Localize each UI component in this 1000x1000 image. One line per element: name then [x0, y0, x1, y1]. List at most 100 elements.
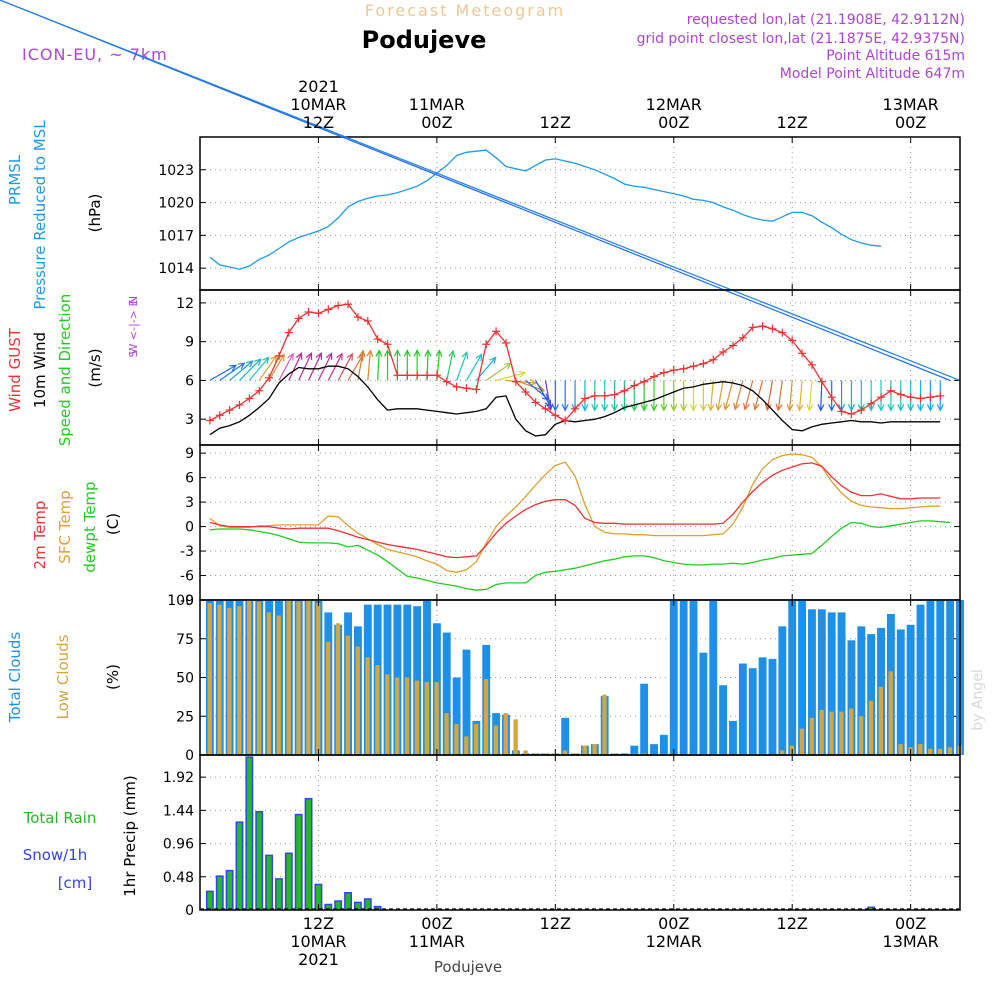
gust-marker	[896, 390, 905, 399]
precip-bar	[217, 876, 223, 910]
wind-arrow-head	[591, 404, 599, 412]
bottom-time-label: 12Z	[540, 914, 571, 933]
wind-arrow-shaft	[357, 350, 364, 381]
gust-marker	[353, 313, 362, 322]
wind-arrow	[219, 362, 246, 381]
bottom-time-label: 10MAR	[290, 932, 346, 951]
wind-arrow	[446, 349, 456, 381]
pressure-label-2: Pressure Reduced to MSL	[31, 120, 49, 310]
gust-marker	[719, 348, 728, 356]
axes-layer: 1014 1017 1020 1023 PRMSL Pressure Reduced to…	[0, 0, 964, 969]
total-cloud-bar	[946, 600, 955, 755]
compass-icon: NW <-|-> ES	[127, 296, 140, 358]
gust-marker	[255, 386, 264, 395]
y-tick-label: 1023	[158, 163, 194, 179]
gust-marker	[610, 390, 619, 399]
wind-arrow-head	[229, 364, 238, 372]
precip-bar	[276, 879, 282, 910]
panel-0-grid: 1014 1017 1020 1023	[158, 137, 960, 290]
total-cloud-bar	[630, 745, 639, 755]
gust-marker	[432, 371, 441, 380]
wind-arrow-shaft	[308, 352, 322, 381]
gust-marker	[274, 351, 283, 360]
total-cloud-bar	[679, 600, 688, 755]
wind-arrow	[229, 360, 254, 381]
compass-n: N	[127, 296, 140, 304]
precip-unit-label: 1hr Precip (mm)	[121, 775, 139, 896]
wind-arrow	[456, 350, 469, 381]
gust-marker	[709, 355, 718, 364]
model-altitude: Model Point Altitude 647m	[780, 66, 965, 82]
gust-marker	[531, 398, 540, 407]
bottom-time-label: 00Z	[658, 914, 689, 933]
gust-marker	[334, 301, 343, 310]
wind-arrow-shaft	[777, 380, 783, 411]
wind-arrow-head	[435, 349, 443, 357]
wind-arrow	[887, 380, 895, 412]
wind-arrow	[288, 352, 303, 381]
gust-marker	[590, 391, 599, 400]
low-clouds-label: Low Clouds	[54, 634, 72, 719]
model-label: ICON-EU, ~ 7km	[22, 45, 168, 64]
wind-arrow-head	[413, 349, 421, 357]
wind-arrow-shaft	[278, 353, 294, 381]
gust-marker	[324, 305, 333, 314]
wind-arrow-head	[786, 403, 794, 412]
wind-arrow-shaft	[268, 354, 285, 381]
point-altitude: Point Altitude 615m	[826, 48, 965, 64]
gust-marker	[511, 377, 520, 386]
total-cloud-bar	[768, 658, 777, 755]
wind-arrow	[0, 0, 961, 381]
top-time-label: 12Z	[540, 113, 571, 132]
wind-arrow-head	[383, 349, 392, 357]
low-cloud-bar	[345, 635, 351, 755]
low-cloud-bar	[375, 665, 380, 755]
panel-0-frame	[199, 136, 961, 291]
requested-location: requested lon,lat (21.1908E, 42.9112N)	[687, 12, 965, 28]
wind-arrow	[268, 353, 285, 381]
y-tick-label: 0	[185, 903, 194, 919]
low-cloud-bar	[355, 646, 360, 755]
precip-bar	[335, 901, 341, 910]
gust-marker	[886, 386, 895, 395]
compass-we: W <-|-> E	[127, 300, 140, 355]
wind-arrow	[375, 349, 383, 381]
precip-bar	[237, 822, 242, 910]
wind-arrow-shaft	[515, 379, 545, 392]
wind-arrow	[308, 352, 323, 381]
gust-marker	[482, 340, 491, 349]
low-cloud-bar	[464, 736, 469, 755]
low-cloud-bar	[474, 724, 479, 755]
y-tick-label: 50	[176, 671, 194, 687]
y-tick-label: 75	[176, 632, 194, 648]
wind-arrow	[465, 353, 483, 381]
low-cloud-bar	[434, 682, 439, 755]
gust-marker	[521, 388, 530, 397]
total-cloud-bar	[462, 649, 471, 755]
gust-marker	[344, 300, 353, 309]
low-cloud-bar	[533, 753, 538, 755]
gust-marker	[215, 411, 224, 420]
low-cloud-bar	[227, 607, 232, 755]
wind-arrow-head	[689, 404, 698, 412]
wind-arrow	[357, 349, 366, 381]
low-cloud-bar	[809, 717, 814, 755]
wind-arrow-shaft	[347, 354, 364, 381]
gust-marker	[383, 340, 392, 349]
total-cloud-bar	[857, 626, 866, 755]
wind-arrow-head	[640, 404, 648, 412]
wind-arrow-shaft	[337, 353, 353, 381]
total-cloud-bar	[640, 683, 649, 755]
low-cloud-bar	[296, 601, 301, 755]
low-cloud-bar	[858, 716, 864, 755]
low-cloud-bar	[898, 744, 903, 755]
total-cloud-bar	[699, 652, 708, 755]
low-cloud-bar	[868, 700, 874, 755]
wind-arrow-head	[670, 404, 678, 412]
total-cloud-bar	[620, 753, 629, 755]
wind-arrow-head	[287, 352, 294, 361]
wind-arrow-head	[518, 370, 527, 378]
wind-arrow	[752, 380, 764, 411]
total-cloud-bar	[561, 717, 570, 755]
gust-marker	[778, 328, 787, 337]
